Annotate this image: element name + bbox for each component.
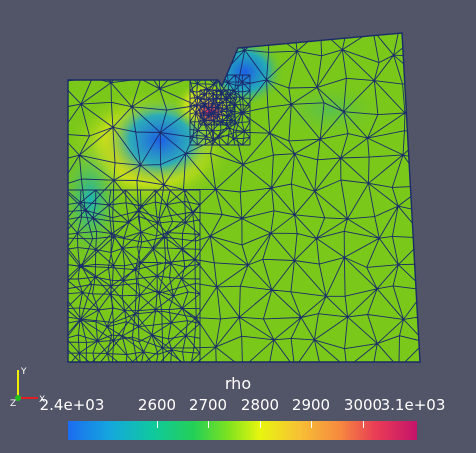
tick-label: 2900 xyxy=(291,396,331,414)
y-axis-label: Y xyxy=(20,367,27,377)
tick-label-min: 2.4e+03 xyxy=(39,396,105,414)
mesh-boundary xyxy=(67,32,421,363)
tick-label: 2600 xyxy=(137,396,177,414)
colorbar-tick xyxy=(208,421,209,428)
mesh-edges xyxy=(199,89,236,126)
colorbar-tick xyxy=(157,421,158,428)
tick-label: 2700 xyxy=(188,396,228,414)
colorbar-tick xyxy=(363,421,364,428)
x-axis-label: X xyxy=(39,395,45,405)
tick-label: 2800 xyxy=(240,396,280,414)
z-axis-arrow xyxy=(15,395,21,401)
scalar-bar-title: rho xyxy=(224,374,252,393)
tick-label-max: 3.1e+03 xyxy=(380,396,446,414)
orientation-axes: Y X Z xyxy=(8,362,48,409)
z-axis-label: Z xyxy=(10,399,16,406)
colorbar-tick xyxy=(260,421,261,428)
tick-label: 3000 xyxy=(343,396,383,414)
colorbar-tick xyxy=(311,421,312,428)
colorbar-gradient xyxy=(68,421,417,440)
mesh-edges xyxy=(68,189,201,362)
